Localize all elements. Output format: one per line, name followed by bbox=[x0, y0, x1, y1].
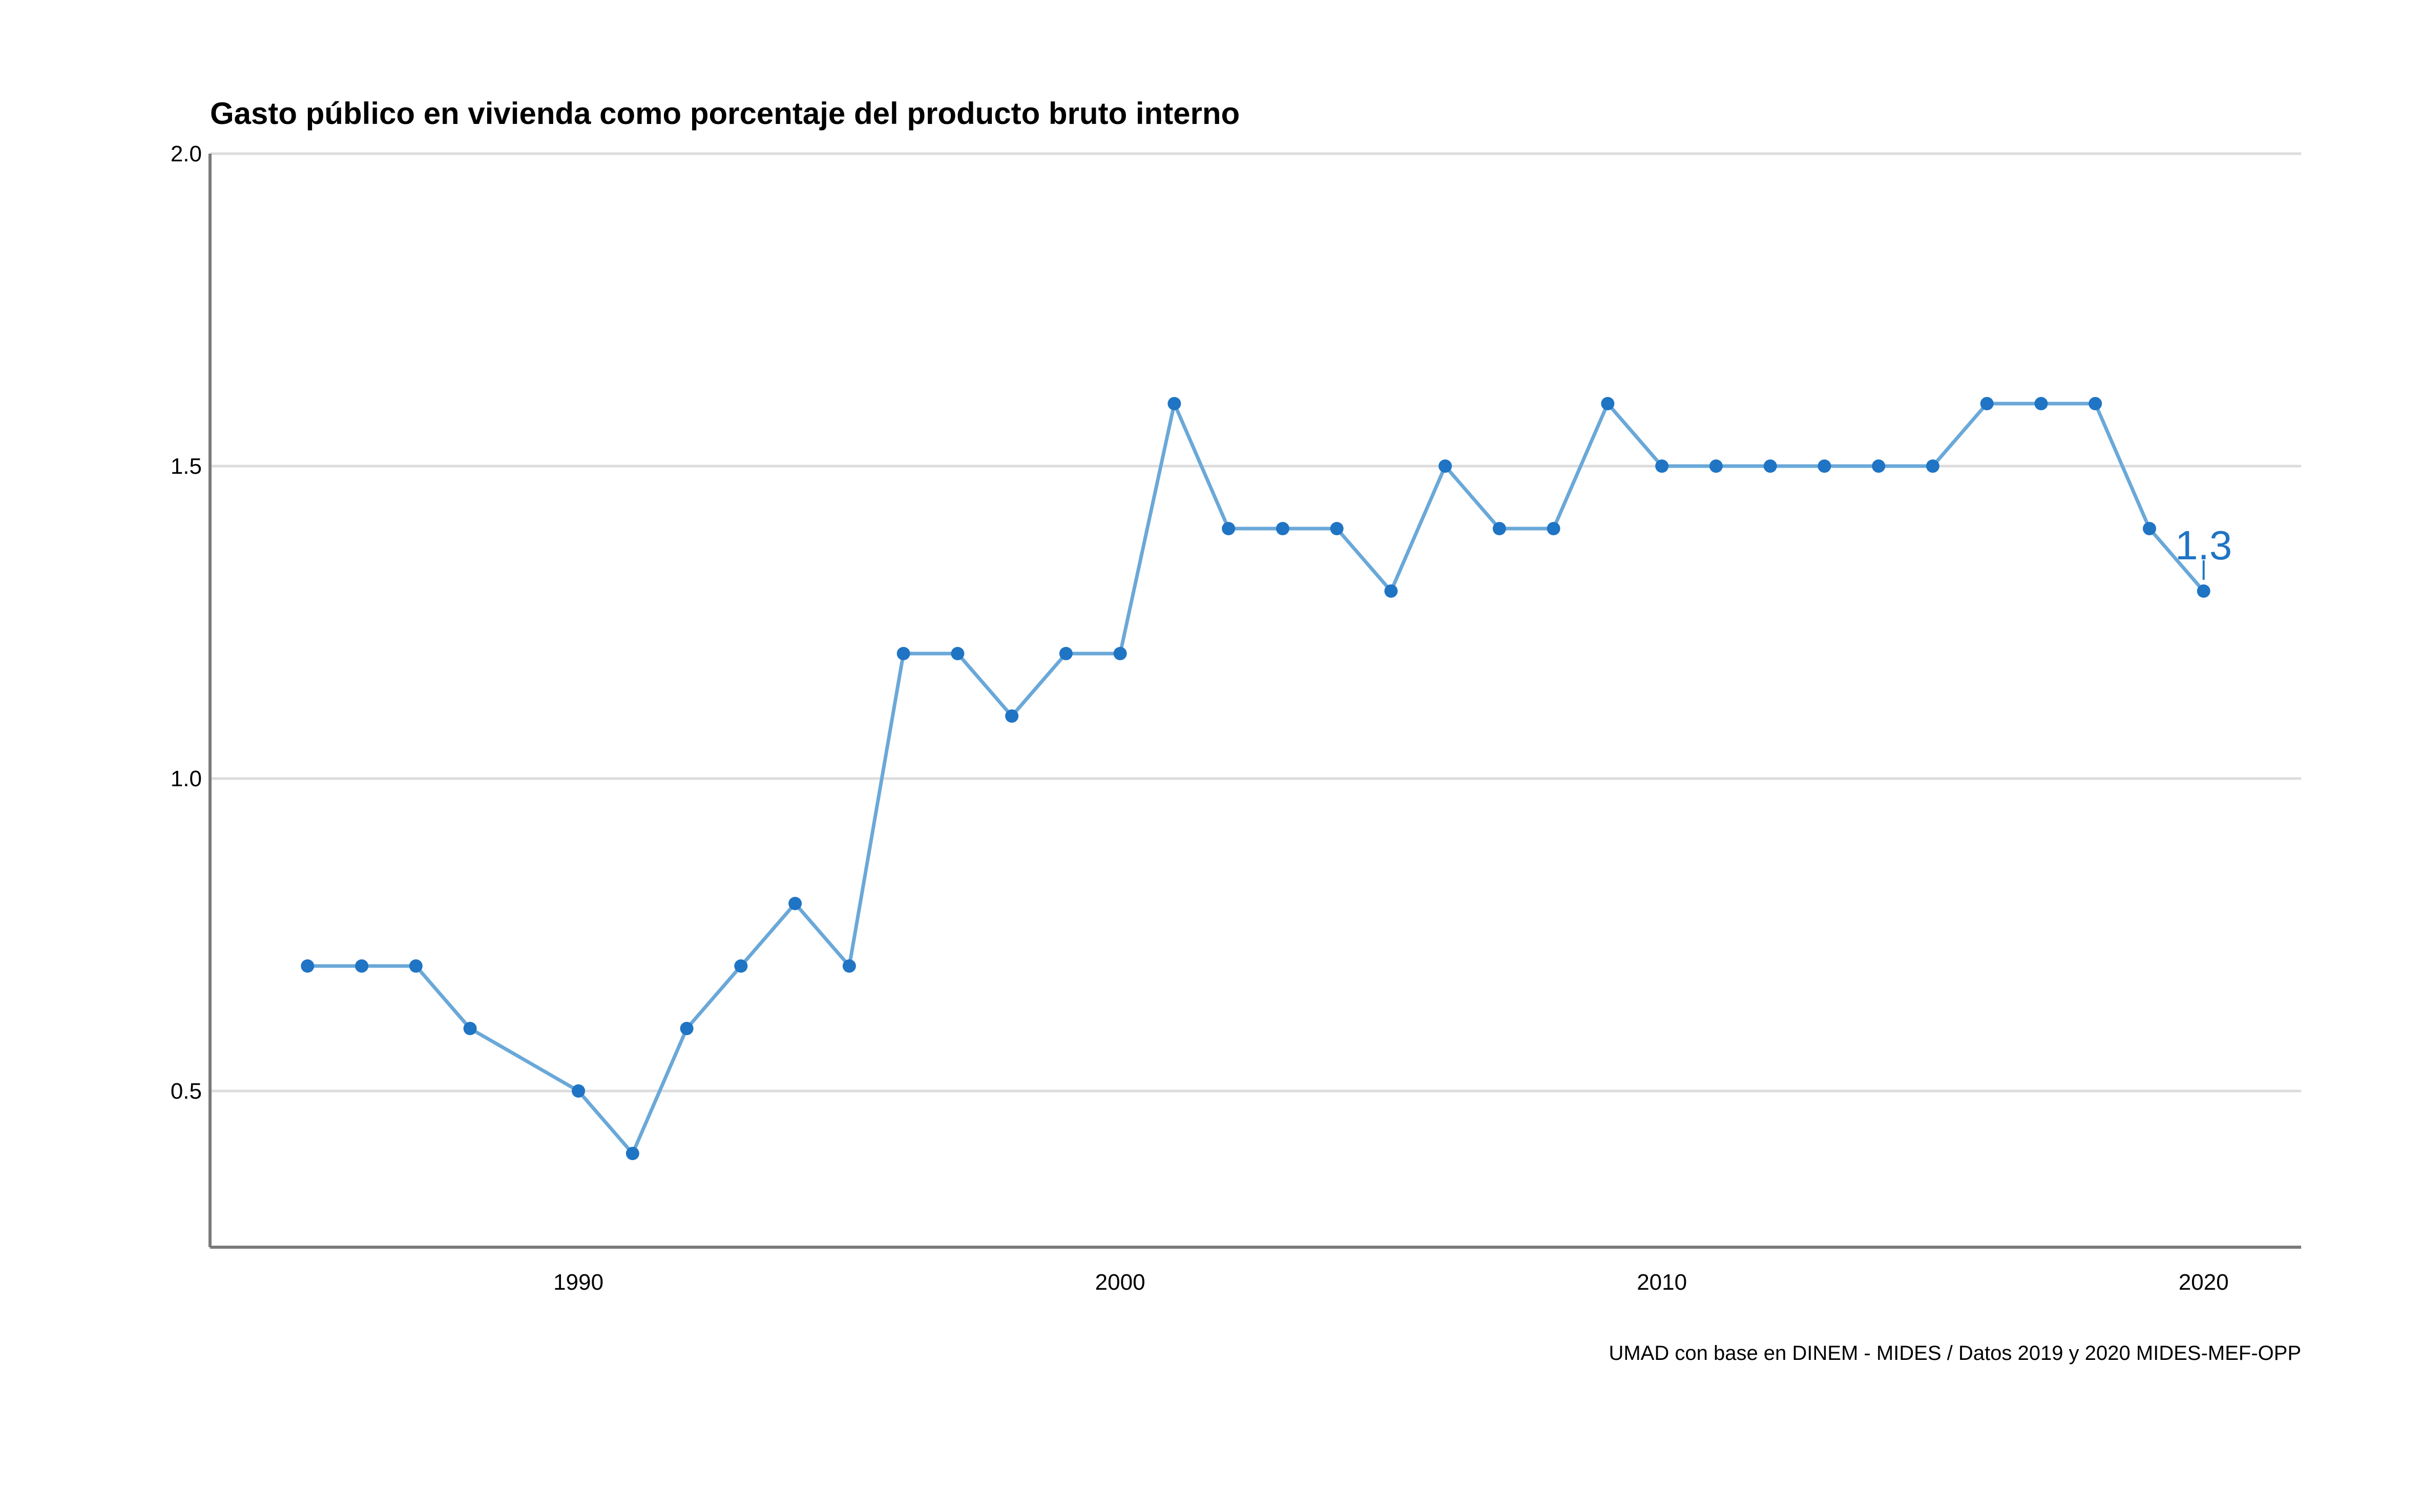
axes: 0.5 1.0 1.5 2.0 1990 2000 2010 2020 bbox=[171, 141, 2301, 1295]
data-point-2014 bbox=[1872, 459, 1886, 473]
annotation-label-2020: 1.3 bbox=[2175, 522, 2232, 568]
x-tick-label: 2010 bbox=[1637, 1270, 1687, 1295]
data-point-2006 bbox=[1438, 459, 1452, 473]
data-point-2008 bbox=[1547, 522, 1560, 535]
y-tick-label: 0.5 bbox=[171, 1079, 202, 1104]
data-point-1995 bbox=[842, 959, 856, 973]
data-point-2001 bbox=[1167, 397, 1181, 410]
data-point-2017 bbox=[2034, 397, 2048, 410]
data-point-1999 bbox=[1059, 647, 1073, 660]
gridlines bbox=[210, 152, 2301, 1093]
y-tick-label: 1.5 bbox=[171, 454, 202, 479]
data-point-1994 bbox=[788, 897, 802, 910]
chart-title: Gasto público en vivienda como porcentaj… bbox=[210, 96, 1240, 131]
x-tick-label: 2020 bbox=[2179, 1270, 2229, 1295]
data-point-1993 bbox=[734, 959, 748, 973]
data-point-1988 bbox=[463, 1022, 477, 1035]
x-tick-label: 2000 bbox=[1095, 1270, 1145, 1295]
data-point-2016 bbox=[1980, 397, 1994, 410]
data-point-2011 bbox=[1709, 459, 1723, 473]
y-tick-label: 2.0 bbox=[171, 141, 202, 166]
data-point-2020 bbox=[2197, 584, 2210, 598]
data-point-2013 bbox=[1818, 459, 1831, 473]
data-point-2007 bbox=[1492, 522, 1506, 535]
data-point-2012 bbox=[1763, 459, 1777, 473]
y-tick-label: 1.0 bbox=[171, 766, 202, 791]
chart-caption: UMAD con base en DINEM - MIDES / Datos 2… bbox=[1609, 1342, 2301, 1364]
data-point-1997 bbox=[951, 647, 965, 660]
data-point-1986 bbox=[355, 959, 369, 973]
data-point-1991 bbox=[625, 1147, 639, 1160]
data-point-2002 bbox=[1222, 522, 1236, 535]
x-tick-label: 1990 bbox=[553, 1270, 603, 1295]
data-point-1987 bbox=[409, 959, 423, 973]
data-point-2003 bbox=[1276, 522, 1289, 535]
data-point-1990 bbox=[572, 1084, 586, 1098]
data-point-2004 bbox=[1330, 522, 1344, 535]
data-point-1996 bbox=[896, 647, 910, 660]
data-point-2010 bbox=[1655, 459, 1669, 473]
annotations: 1.3 bbox=[2175, 522, 2232, 580]
data-point-2009 bbox=[1601, 397, 1615, 410]
data-point-2005 bbox=[1384, 584, 1398, 598]
data-point-1992 bbox=[680, 1022, 694, 1035]
data-point-2015 bbox=[1926, 459, 1939, 473]
data-point-2018 bbox=[2089, 397, 2102, 410]
data-point-1998 bbox=[1005, 709, 1019, 723]
data-point-2019 bbox=[2142, 522, 2156, 535]
data-points bbox=[301, 397, 2210, 1160]
data-point-2000 bbox=[1113, 647, 1127, 660]
data-point-1985 bbox=[301, 959, 315, 973]
